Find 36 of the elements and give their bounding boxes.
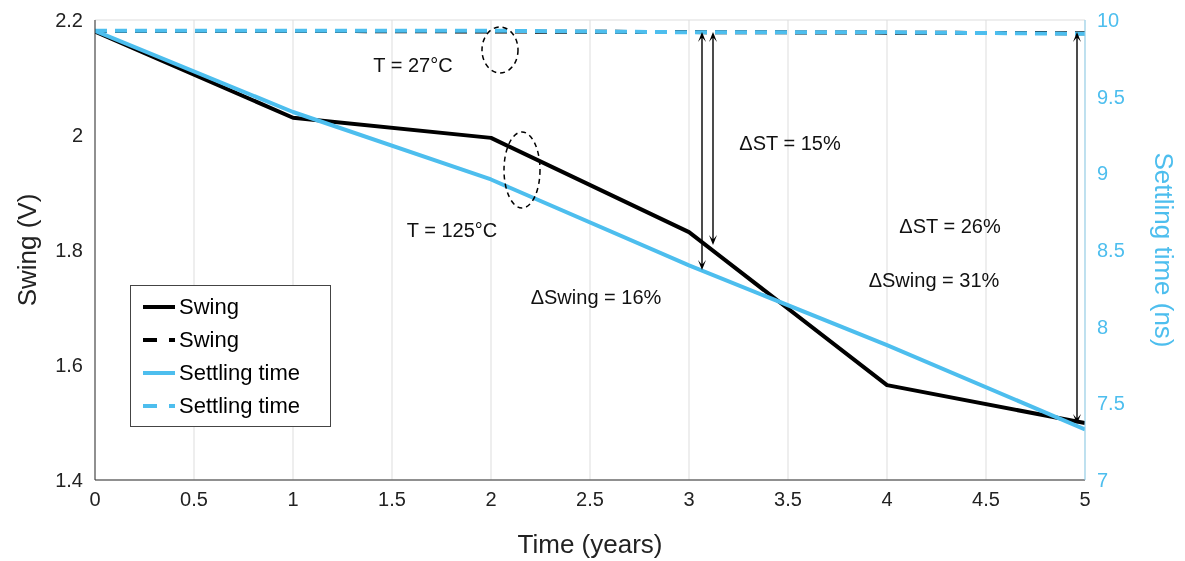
- annotation: ΔST = 26%: [899, 214, 1001, 238]
- y-tick-label: 2.2: [55, 9, 83, 32]
- legend-label: Settling time: [179, 392, 301, 419]
- annotation: ΔST = 15%: [739, 131, 841, 155]
- y2-tick-label: 10: [1097, 9, 1120, 32]
- x-tick-label: 0.5: [180, 488, 208, 511]
- y2-tick-label: 7: [1097, 469, 1109, 492]
- x-tick-label: 1: [287, 488, 299, 511]
- x-tick-label: 4.5: [972, 488, 1000, 511]
- x-tick-label: 3: [683, 488, 695, 511]
- legend-label: Swing: [179, 326, 239, 353]
- y2-tick-label: 9: [1097, 162, 1109, 185]
- y2-tick-label: 8.5: [1097, 239, 1125, 262]
- x-tick-label: 2: [485, 488, 497, 511]
- y2-tick-label: 8: [1097, 315, 1109, 338]
- annotation: T = 125°C: [406, 218, 498, 242]
- y-tick-label: 2: [71, 124, 83, 147]
- legend-label: Settling time: [179, 359, 301, 386]
- y2-tick-label: 9.5: [1097, 85, 1125, 108]
- annotation: ΔSwing = 16%: [530, 285, 662, 309]
- annotation: T = 27°C: [373, 53, 453, 77]
- x-tick-label: 2.5: [576, 488, 604, 511]
- x-tick-label: 5: [1079, 488, 1091, 511]
- annotation: ΔSwing = 31%: [868, 268, 1000, 292]
- x-tick-label: 3.5: [774, 488, 802, 511]
- x-tick-label: 1.5: [378, 488, 406, 511]
- x-tick-label: 0: [89, 488, 101, 511]
- x-axis-title: Time (years): [517, 529, 663, 559]
- y2-axis-title: Settling time (ns): [1149, 152, 1179, 348]
- y-axis-title: Swing (V): [12, 193, 42, 307]
- y-tick-label: 1.6: [55, 354, 83, 377]
- y2-tick-label: 7.5: [1097, 392, 1125, 415]
- y-tick-label: 1.8: [55, 239, 83, 262]
- legend-label: Swing: [179, 293, 239, 320]
- x-tick-label: 4: [881, 488, 893, 511]
- y-tick-label: 1.4: [55, 469, 83, 492]
